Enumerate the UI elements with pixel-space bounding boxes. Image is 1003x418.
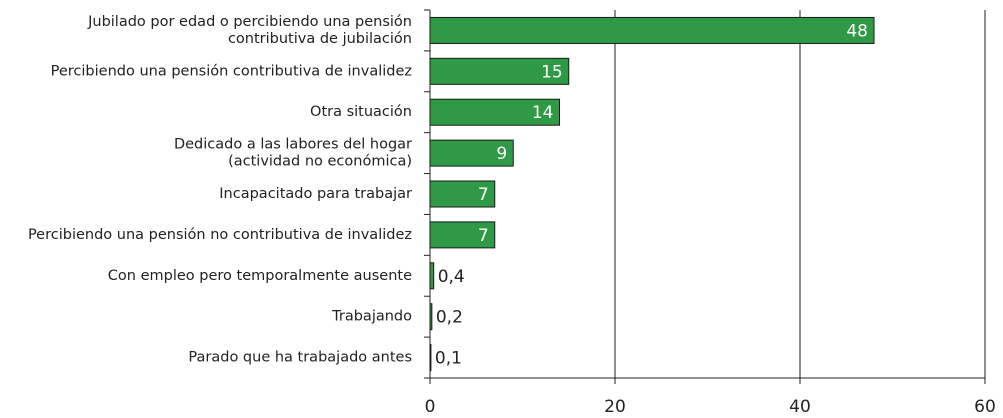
value-label: 9 [496,144,507,164]
y-tick-label: Otra situación [310,104,412,120]
y-tick-label: Jubilado por edad o percibiendo una pens… [87,14,412,47]
bar [429,303,433,331]
value-label: 0,1 [435,349,462,369]
y-tick-label: Percibiendo una pensión no contributiva … [28,227,412,243]
value-label: 7 [478,226,489,246]
y-tick-label: Parado que ha trabajado antes [188,350,412,366]
value-label: 14 [532,103,554,123]
value-label: 15 [541,62,563,82]
y-tick-label: Incapacitado para trabajar [219,186,412,202]
y-tick-label: Con empleo pero temporalmente ausente [108,268,412,284]
value-label: 0,4 [438,267,465,287]
y-tick-label: Percibiendo una pensión contributiva de … [51,63,412,79]
value-label: 0,2 [436,308,463,328]
bar [429,98,560,126]
bar [429,262,435,290]
y-tick-label: Dedicado a las labores del hogar (activid… [174,137,412,170]
bar [429,180,496,208]
x-tick-label: 0 [425,397,436,417]
y-tick-label: Trabajando [331,309,412,325]
bar [429,139,514,167]
x-tick-label: 60 [974,397,996,417]
x-tick-label: 20 [604,397,626,417]
bar [429,16,875,44]
bar [429,344,432,372]
value-label: 48 [846,21,868,41]
x-tick-label: 40 [789,397,811,417]
bar [429,57,570,85]
bar [429,221,496,249]
value-label: 7 [478,185,489,205]
